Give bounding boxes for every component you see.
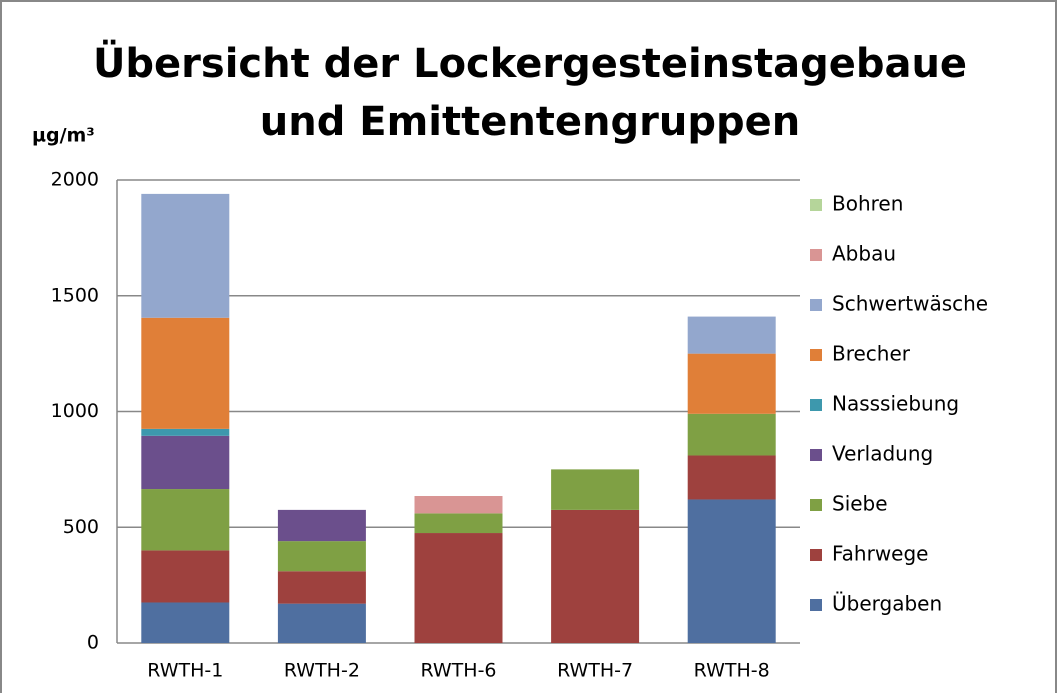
legend-label: Verladung (832, 442, 933, 466)
legend-label: Siebe (832, 492, 888, 516)
bar-segment (414, 533, 503, 643)
legend-swatch (810, 499, 822, 511)
bar-segment (687, 455, 776, 500)
bar-segment (141, 193, 230, 318)
chart-title: Übersicht der Lockergesteinstagebaue (93, 39, 967, 87)
bar-segment (141, 602, 230, 643)
y-tick-label: 2000 (51, 169, 99, 191)
x-tick-label: RWTH-8 (694, 660, 770, 682)
bar-segment (414, 495, 503, 514)
legend-swatch (810, 599, 822, 611)
legend-label: Übergaben (832, 592, 942, 616)
bar-segment (414, 513, 503, 534)
bar-segment (141, 428, 230, 436)
bar-segment (551, 469, 640, 510)
x-tick-label: RWTH-6 (420, 660, 496, 682)
x-tick-label: RWTH-1 (147, 660, 223, 682)
x-tick-label: RWTH-2 (284, 660, 360, 682)
legend-swatch (810, 249, 822, 261)
y-tick-label: 1500 (51, 284, 99, 306)
y-tick-label: 500 (63, 516, 99, 538)
x-tick-label: RWTH-7 (557, 660, 633, 682)
y-tick-label: 0 (87, 632, 99, 654)
bar-segment (277, 571, 366, 604)
bar-segment (141, 435, 230, 490)
y-axis-label: µg/m³ (32, 125, 95, 147)
legend-swatch (810, 299, 822, 311)
legend-label: Abbau (832, 242, 896, 266)
bar-segment (141, 550, 230, 603)
legend-label: Fahrwege (832, 542, 928, 566)
y-tick-label: 1000 (51, 400, 99, 422)
bar-segment (141, 317, 230, 429)
legend-label: Bohren (832, 192, 903, 216)
legend-swatch (810, 399, 822, 411)
legend-label: Nasssiebung (832, 392, 959, 416)
bar-segment (687, 353, 776, 414)
legend-swatch (810, 449, 822, 461)
legend-swatch (810, 199, 822, 211)
bar-segment (277, 541, 366, 572)
chart-title: und Emittentengruppen (260, 99, 801, 145)
bar-segment (687, 499, 776, 643)
legend-swatch (810, 549, 822, 561)
bar-segment (551, 509, 640, 643)
bar-segment (141, 489, 230, 551)
bar-segment (687, 413, 776, 456)
legend-label: Brecher (832, 342, 911, 366)
legend-label: Schwertwäsche (832, 292, 988, 316)
legend-swatch (810, 349, 822, 361)
bar-segment (277, 509, 366, 542)
bar-segment (277, 603, 366, 643)
bar-segment (687, 316, 776, 354)
